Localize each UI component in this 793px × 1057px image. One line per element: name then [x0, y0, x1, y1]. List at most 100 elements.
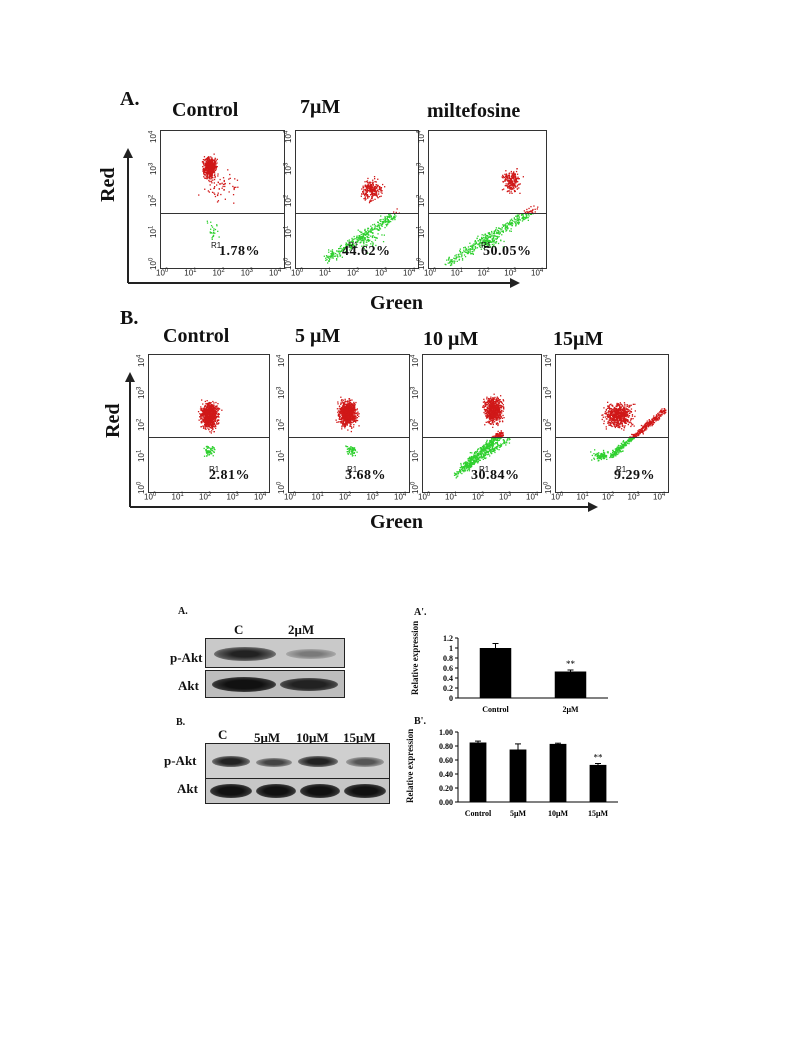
event-dot — [500, 415, 502, 418]
event-dot — [496, 237, 498, 240]
event-dot — [340, 400, 343, 402]
event-dot — [528, 215, 530, 217]
event-dot — [211, 191, 214, 193]
event-dot — [351, 418, 354, 421]
event-dot — [232, 185, 234, 188]
event-dot — [335, 255, 337, 257]
event-dot — [491, 437, 493, 439]
event-dot — [345, 242, 347, 244]
event-dot — [216, 224, 218, 226]
event-dot — [496, 433, 498, 435]
event-dot — [208, 162, 211, 164]
event-dot — [343, 412, 345, 414]
event-dot — [530, 206, 532, 208]
event-dot — [354, 410, 356, 412]
event-dot — [377, 189, 379, 191]
event-dot — [203, 169, 206, 171]
event-dot — [482, 406, 484, 408]
event-dot — [216, 162, 218, 164]
event-dot — [450, 259, 452, 261]
event-dot — [207, 452, 209, 454]
event-dot — [362, 241, 365, 244]
event-dot — [493, 397, 495, 400]
event-dot — [490, 400, 492, 402]
event-dot — [518, 217, 520, 219]
event-dot — [498, 421, 501, 423]
event-dot — [517, 176, 519, 178]
event-dot — [474, 243, 476, 245]
event-dot — [351, 408, 353, 411]
event-dot — [355, 401, 357, 404]
event-dot — [465, 248, 467, 250]
event-dot — [363, 240, 365, 242]
event-dot — [486, 444, 488, 446]
gate-label: R1 — [481, 241, 492, 250]
event-dot — [202, 416, 205, 418]
event-dot — [360, 195, 362, 197]
event-dot — [218, 422, 220, 424]
event-dot — [486, 235, 488, 237]
event-dot — [462, 469, 464, 472]
event-dot — [380, 187, 383, 189]
event-dot — [463, 254, 466, 256]
event-dot — [223, 189, 225, 191]
event-dot — [356, 237, 358, 239]
event-dot — [519, 192, 521, 194]
event-dot — [344, 414, 346, 416]
event-dot — [510, 187, 512, 190]
event-dot — [344, 403, 347, 405]
event-dot — [506, 190, 508, 193]
event-dot — [206, 400, 208, 402]
event-dot — [478, 454, 480, 456]
event-dot — [483, 451, 486, 453]
event-dot — [501, 417, 504, 419]
event-dot — [352, 451, 354, 453]
event-dot — [339, 254, 342, 256]
event-dot — [369, 200, 371, 202]
event-dot — [208, 165, 210, 168]
scatter-dots — [335, 396, 360, 457]
event-dot — [217, 407, 219, 409]
event-dot — [498, 419, 500, 421]
event-dot — [364, 238, 367, 240]
event-dot — [487, 415, 489, 417]
event-dot — [505, 178, 507, 181]
event-dot — [491, 412, 494, 415]
event-dot — [338, 406, 341, 408]
event-dot — [208, 166, 210, 169]
event-dot — [211, 176, 213, 178]
event-dot — [204, 177, 206, 179]
event-dot — [344, 416, 346, 418]
event-dot — [362, 190, 364, 193]
event-dot — [489, 412, 491, 414]
event-dot — [341, 414, 343, 416]
event-dot — [349, 408, 351, 410]
event-dot — [338, 408, 340, 410]
event-dot — [213, 163, 215, 166]
event-dot — [210, 418, 212, 420]
event-dot — [467, 250, 469, 252]
event-dot — [501, 189, 504, 191]
event-dot — [351, 421, 353, 424]
event-dot — [354, 420, 356, 422]
event-dot — [368, 236, 370, 239]
event-dot — [490, 396, 492, 398]
event-dot — [367, 196, 369, 198]
event-dot — [348, 404, 350, 407]
event-dot — [507, 183, 509, 185]
event-dot — [214, 176, 216, 179]
event-dot — [461, 256, 463, 258]
event-dot — [487, 401, 489, 403]
event-dot — [500, 430, 502, 432]
event-dot — [501, 402, 503, 404]
event-dot — [345, 416, 348, 418]
event-dot — [367, 195, 369, 197]
event-dot — [496, 439, 498, 442]
event-dot — [351, 417, 353, 419]
event-dot — [353, 416, 355, 418]
event-dot — [383, 220, 385, 222]
event-dot — [366, 188, 369, 190]
event-dot — [351, 455, 354, 457]
event-dot — [327, 256, 329, 258]
event-dot — [209, 419, 211, 421]
